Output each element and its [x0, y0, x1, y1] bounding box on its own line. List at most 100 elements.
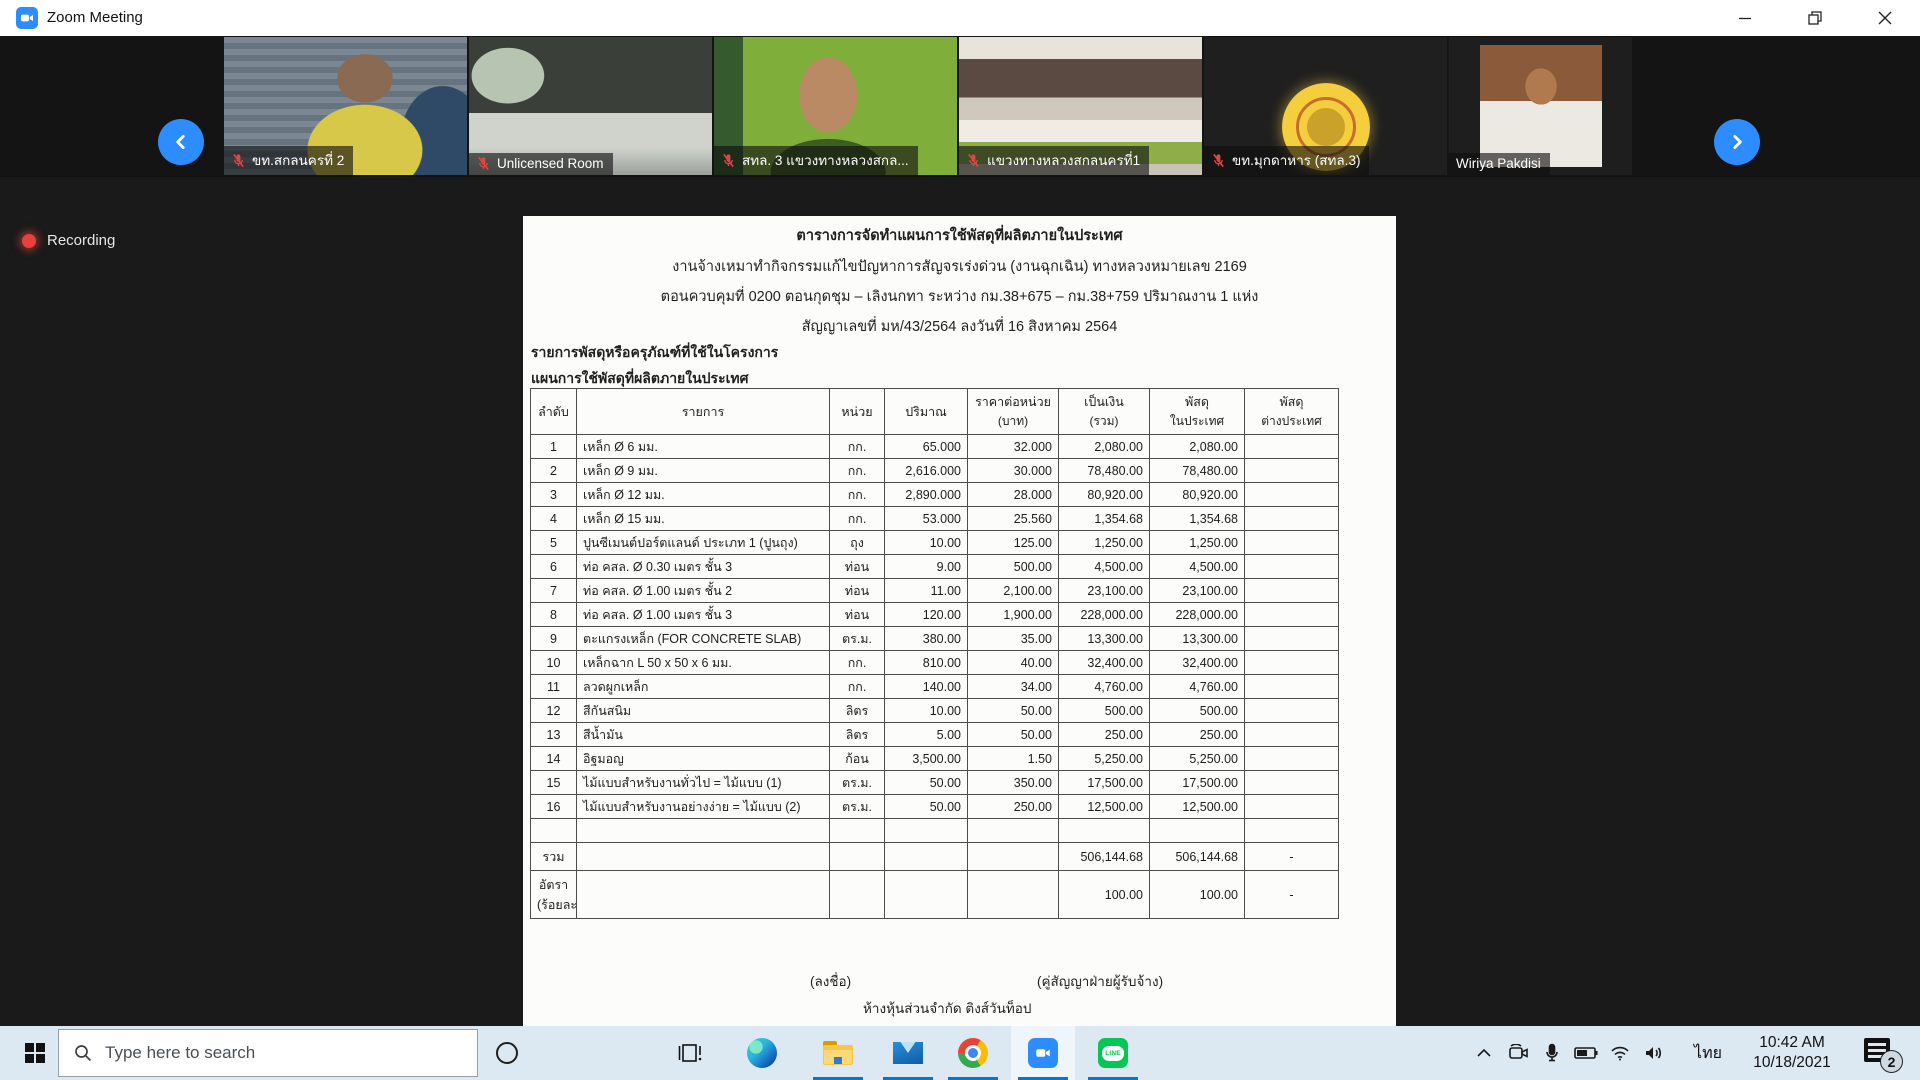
- table-row: 9 ตะแกรงเหล็ก (FOR CONCRETE SLAB) ตร.ม. …: [530, 626, 1339, 651]
- cell-no: 15: [530, 770, 577, 795]
- cell-amount: 78,480.00: [1058, 458, 1150, 483]
- participant-name-tag: Unlicensed Room: [469, 153, 613, 175]
- table-row: 16 ไม้แบบสำหรับงานอย่างง่าย = ไม้แบบ (2)…: [530, 794, 1339, 819]
- video-tile[interactable]: สทล. 3 แขวงทางหลวงสกล...: [714, 37, 957, 175]
- participant-name-tag: ขท.มุกดาหาร (สทล.3): [1204, 146, 1370, 175]
- cell-unit-price: 350.00: [967, 770, 1059, 795]
- chevron-right-icon: [1733, 135, 1742, 149]
- cell-unit: กก.: [829, 674, 885, 699]
- cell-amount: 13,300.00: [1058, 626, 1150, 651]
- cell-qty: 2,890.000: [884, 482, 968, 507]
- participant-name: แขวงทางหลวงสกลนครที่1: [987, 153, 1141, 168]
- table-row: 12 สีกันสนิม ลิตร 10.00 50.00 500.00 500…: [530, 698, 1339, 723]
- cell-unit-price: 50.00: [967, 722, 1059, 747]
- battery-tray-button[interactable]: [1569, 1046, 1603, 1060]
- cell-no: 16: [530, 794, 577, 819]
- video-tile[interactable]: Unlicensed Room: [469, 37, 712, 175]
- cell-qty: 11.00: [884, 578, 968, 603]
- video-camera-icon: [21, 14, 33, 22]
- minimize-button[interactable]: [1710, 0, 1780, 36]
- cell-qty: 10.00: [884, 698, 968, 723]
- cell-no: 6: [530, 554, 577, 579]
- taskbar-search[interactable]: [58, 1029, 478, 1077]
- next-participants-button[interactable]: [1714, 119, 1760, 165]
- table-row: 3 เหล็ก Ø 12 มม. กก. 2,890.000 28.000 80…: [530, 482, 1339, 507]
- cell-qty: 140.00: [884, 674, 968, 699]
- cell-domestic: 500.00: [1149, 698, 1245, 723]
- cell-desc: เหล็ก Ø 9 มม.: [576, 458, 830, 483]
- mail-icon: [893, 1042, 923, 1064]
- taskbar-app-line[interactable]: LINE: [1081, 1026, 1145, 1080]
- materials-table-header: ลำดับ รายการ หน่วย ปริมาณ ราคาต่อหน่วย (บ…: [530, 388, 1339, 435]
- cell-qty: 810.00: [884, 650, 968, 675]
- microphone-icon: [1546, 1043, 1558, 1062]
- cortana-button[interactable]: [484, 1026, 530, 1080]
- camera-tray-button[interactable]: [1501, 1044, 1535, 1062]
- document-title: ตารางการจัดทำแผนการใช้พัสดุที่ผลิตภายในป…: [796, 228, 1123, 244]
- cell-no: 10: [530, 650, 577, 675]
- cell-amount: 5,250.00: [1058, 746, 1150, 771]
- video-tile[interactable]: แขวงทางหลวงสกลนครที่1: [959, 37, 1202, 175]
- cell-foreign: [1244, 674, 1339, 699]
- video-tile[interactable]: Wiriya Pakdisi: [1449, 37, 1632, 175]
- signature-label: (ลงชื่อ): [810, 974, 852, 989]
- zoom-app-icon: [16, 7, 38, 29]
- cell-no: 14: [530, 746, 577, 771]
- cell-no: 13: [530, 722, 577, 747]
- table-row: 8 ท่อ คสล. Ø 1.00 เมตร ชั้น 3 ท่อน 120.0…: [530, 602, 1339, 627]
- cell-amount: 17,500.00: [1058, 770, 1150, 795]
- show-hidden-icons-button[interactable]: [1467, 1048, 1501, 1058]
- participant-name: สทล. 3 แขวงทางหลวงสกล...: [742, 153, 909, 168]
- restore-icon: [1808, 11, 1822, 25]
- taskbar-clock[interactable]: 10:42 AM 10/18/2021: [1733, 1026, 1851, 1080]
- taskbar-app-file-explorer[interactable]: [806, 1026, 870, 1080]
- close-button[interactable]: [1850, 0, 1920, 36]
- taskbar-app-mail[interactable]: [876, 1026, 940, 1080]
- rate-label: อัตรา (ร้อยละ): [530, 870, 577, 919]
- cell-unit: ตร.ม.: [829, 770, 885, 795]
- microphone-tray-button[interactable]: [1535, 1043, 1569, 1063]
- rate-foreign: -: [1244, 870, 1339, 919]
- video-tile[interactable]: ขท.สกลนครที่ 2: [224, 37, 467, 175]
- cell-qty: 9.00: [884, 554, 968, 579]
- task-view-button[interactable]: [658, 1026, 722, 1080]
- muted-mic-icon: [723, 153, 734, 167]
- cell-no: 3: [530, 482, 577, 507]
- cell-domestic: 13,300.00: [1149, 626, 1245, 651]
- cell-unit: ถุง: [829, 530, 885, 555]
- cell-domestic: 1,250.00: [1149, 530, 1245, 555]
- line-icon: LINE: [1098, 1038, 1128, 1068]
- cell-unit: ท่อน: [829, 602, 885, 627]
- wifi-icon: [1611, 1046, 1629, 1061]
- chevron-left-icon: [176, 135, 185, 149]
- table-row: 1 เหล็ก Ø 6 มม. กก. 65.000 32.000 2,080.…: [530, 434, 1339, 459]
- cell-domestic: 80,920.00: [1149, 482, 1245, 507]
- action-center-button[interactable]: 2: [1858, 1026, 1910, 1080]
- cell-unit-price: 40.00: [967, 650, 1059, 675]
- search-input[interactable]: [105, 1043, 477, 1063]
- wifi-tray-button[interactable]: [1603, 1045, 1637, 1061]
- cell-domestic: 1,354.68: [1149, 506, 1245, 531]
- previous-participants-button[interactable]: [158, 119, 204, 165]
- video-tile[interactable]: ขท.มุกดาหาร (สทล.3): [1204, 37, 1447, 175]
- taskbar-app-edge[interactable]: [730, 1026, 794, 1080]
- table-row: 7 ท่อ คสล. Ø 1.00 เมตร ชั้น 2 ท่อน 11.00…: [530, 578, 1339, 603]
- cell-unit-price: 35.00: [967, 626, 1059, 651]
- start-button[interactable]: [12, 1026, 58, 1080]
- language-indicator[interactable]: ไทย: [1694, 1044, 1722, 1062]
- cell-desc: ท่อ คสล. Ø 1.00 เมตร ชั้น 2: [576, 578, 830, 603]
- total-domestic: 506,144.68: [1149, 842, 1245, 871]
- zoom-window-titlebar: Zoom Meeting: [0, 0, 1920, 36]
- cell-unit: ตร.ม.: [829, 794, 885, 819]
- volume-tray-button[interactable]: [1637, 1045, 1671, 1061]
- cell-unit: ตร.ม.: [829, 626, 885, 651]
- clock-date: 10/18/2021: [1753, 1054, 1831, 1071]
- cell-unit: ท่อน: [829, 578, 885, 603]
- cell-unit-price: 30.000: [967, 458, 1059, 483]
- shared-document-page: ตารางการจัดทำแผนการใช้พัสดุที่ผลิตภายในป…: [523, 216, 1396, 1048]
- taskbar-app-chrome[interactable]: [941, 1026, 1005, 1080]
- restore-button[interactable]: [1780, 0, 1850, 36]
- recording-dot-icon: [22, 233, 36, 248]
- taskbar-app-zoom[interactable]: [1011, 1026, 1075, 1080]
- cell-unit-price: 125.00: [967, 530, 1059, 555]
